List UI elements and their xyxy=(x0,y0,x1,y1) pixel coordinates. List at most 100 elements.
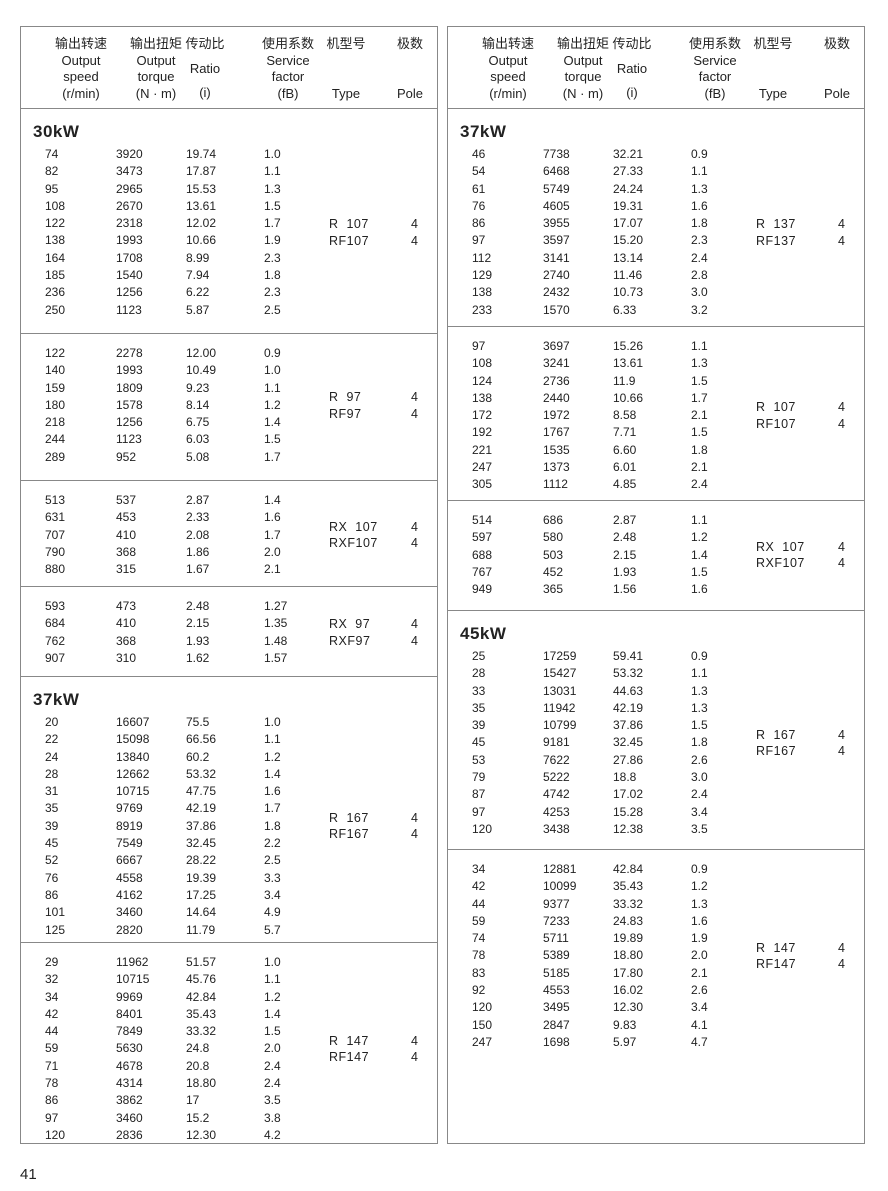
output-torque: 1993 xyxy=(116,363,143,378)
output-torque: 8919 xyxy=(116,818,143,833)
header-spacer xyxy=(381,53,439,86)
type-line: R 167 4 xyxy=(329,810,429,827)
output-torque: 1256 xyxy=(116,285,143,300)
header-label-en: Pole xyxy=(396,85,424,101)
output-torque: 2740 xyxy=(543,268,570,283)
service-factor: 0.9 xyxy=(264,346,281,360)
output-speed: 92 xyxy=(472,983,486,998)
header-spacer xyxy=(316,53,376,86)
table-row: 180 1578 8.14 1.2 xyxy=(21,397,321,414)
ratio: 44.63 xyxy=(613,683,644,698)
output-torque: 952 xyxy=(116,449,137,464)
table-row: 34 12881 42.84 0.9 xyxy=(448,861,748,878)
type-line: RF167 4 xyxy=(329,826,429,843)
pole-count: 4 xyxy=(411,390,419,405)
service-factor: 1.35 xyxy=(264,616,288,631)
table-row: 120 3495 12.30 3.4 xyxy=(448,999,748,1016)
table-row: 597 580 2.48 1.2 xyxy=(448,529,748,546)
ratio: 19.89 xyxy=(613,931,644,946)
ratio: 18.80 xyxy=(613,948,644,963)
header-label-en: (i) xyxy=(626,85,638,100)
service-factor: 1.8 xyxy=(691,735,708,750)
gear-type-block: R 107 4 RF107 4 xyxy=(756,399,856,432)
output-speed: 880 xyxy=(45,562,66,577)
output-speed: 83 xyxy=(472,965,486,980)
service-factor: 0.9 xyxy=(691,862,708,876)
table-row: 97 3460 15.2 3.8 xyxy=(21,1110,321,1127)
output-torque: 7549 xyxy=(116,836,143,851)
ratio: 53.32 xyxy=(613,666,644,681)
output-speed: 192 xyxy=(472,425,493,440)
output-speed: 54 xyxy=(472,164,486,179)
table-row: 83 5185 17.80 2.1 xyxy=(448,965,748,982)
table-row: 22 15098 66.56 1.1 xyxy=(21,731,321,748)
gear-type: R 107 xyxy=(756,400,796,415)
header-label-en: speed xyxy=(490,69,526,84)
type-line: RF147 4 xyxy=(329,1049,429,1066)
output-speed: 34 xyxy=(472,862,486,876)
header-label-en: Ratio xyxy=(189,60,221,76)
gear-type-block: R 167 4 RF167 4 xyxy=(756,727,856,760)
type-line: R 147 4 xyxy=(756,940,856,957)
pole-count: 4 xyxy=(411,217,419,231)
ratio: 2.15 xyxy=(613,547,637,562)
output-speed: 78 xyxy=(472,948,486,963)
header-label-zh: 输出转速 xyxy=(481,36,534,51)
ratio: 1.67 xyxy=(186,562,210,577)
type-line: RF147 4 xyxy=(756,956,856,973)
service-factor: 1.6 xyxy=(264,784,281,799)
ratio: 15.53 xyxy=(186,181,217,196)
output-speed: 120 xyxy=(45,1127,66,1142)
service-factor: 2.5 xyxy=(264,853,281,868)
output-speed: 120 xyxy=(472,821,493,836)
ratio: 17.80 xyxy=(613,965,644,980)
ratio: 6.01 xyxy=(613,460,637,475)
service-factor: 1.0 xyxy=(264,955,281,969)
output-torque: 10099 xyxy=(543,879,577,894)
output-speed: 45 xyxy=(45,836,59,851)
table-row: 74 5711 19.89 1.9 xyxy=(448,930,748,947)
ratio: 19.39 xyxy=(186,870,217,885)
output-speed: 108 xyxy=(472,356,493,371)
output-speed: 767 xyxy=(472,564,493,579)
ratio: 6.60 xyxy=(613,442,637,457)
output-speed: 124 xyxy=(472,373,493,388)
pole-count: 4 xyxy=(411,617,419,632)
ratio: 8.99 xyxy=(186,250,210,265)
output-speed: 164 xyxy=(45,250,66,265)
service-factor: 1.1 xyxy=(691,339,708,353)
table-row: 78 5389 18.80 2.0 xyxy=(448,947,748,964)
header-service-factor: 使用系数 Service factor (fB) xyxy=(676,36,754,102)
ratio: 10.73 xyxy=(613,285,644,300)
pole-count: 4 xyxy=(838,940,846,955)
ratio: 33.32 xyxy=(186,1024,217,1039)
ratio: 1.62 xyxy=(186,650,210,665)
header-spacer xyxy=(808,53,866,86)
ratio: 15.20 xyxy=(613,233,644,248)
header-label-zh: 极数 xyxy=(823,36,850,51)
gear-type: RF107 xyxy=(756,416,797,431)
header-spacer xyxy=(608,53,656,61)
service-factor: 2.4 xyxy=(264,1058,281,1073)
header-label-en: torque xyxy=(137,69,175,84)
output-speed: 597 xyxy=(472,530,493,545)
output-torque: 12881 xyxy=(543,862,577,876)
output-torque: 4605 xyxy=(543,198,570,213)
ratio: 1.56 xyxy=(613,582,637,597)
type-line: R 137 4 xyxy=(756,216,856,233)
output-speed: 79 xyxy=(472,770,486,785)
ratio: 24.8 xyxy=(186,1041,210,1056)
table-row: 762 368 1.93 1.48 xyxy=(21,633,321,650)
service-factor: 2.3 xyxy=(691,233,708,248)
ratio: 51.57 xyxy=(186,955,217,969)
output-speed: 790 xyxy=(45,544,66,559)
ratio: 12.30 xyxy=(186,1127,217,1142)
output-torque: 2836 xyxy=(116,1127,143,1142)
output-torque: 10715 xyxy=(116,784,150,799)
service-factor: 2.6 xyxy=(691,752,708,767)
output-torque: 15098 xyxy=(116,732,150,747)
table-row: 129 2740 11.46 2.8 xyxy=(448,267,748,284)
service-factor: 1.2 xyxy=(691,530,708,545)
gear-type-block: RX 97 4 RXF97 4 xyxy=(329,616,429,649)
table-row: 53 7622 27.86 2.6 xyxy=(448,752,748,769)
